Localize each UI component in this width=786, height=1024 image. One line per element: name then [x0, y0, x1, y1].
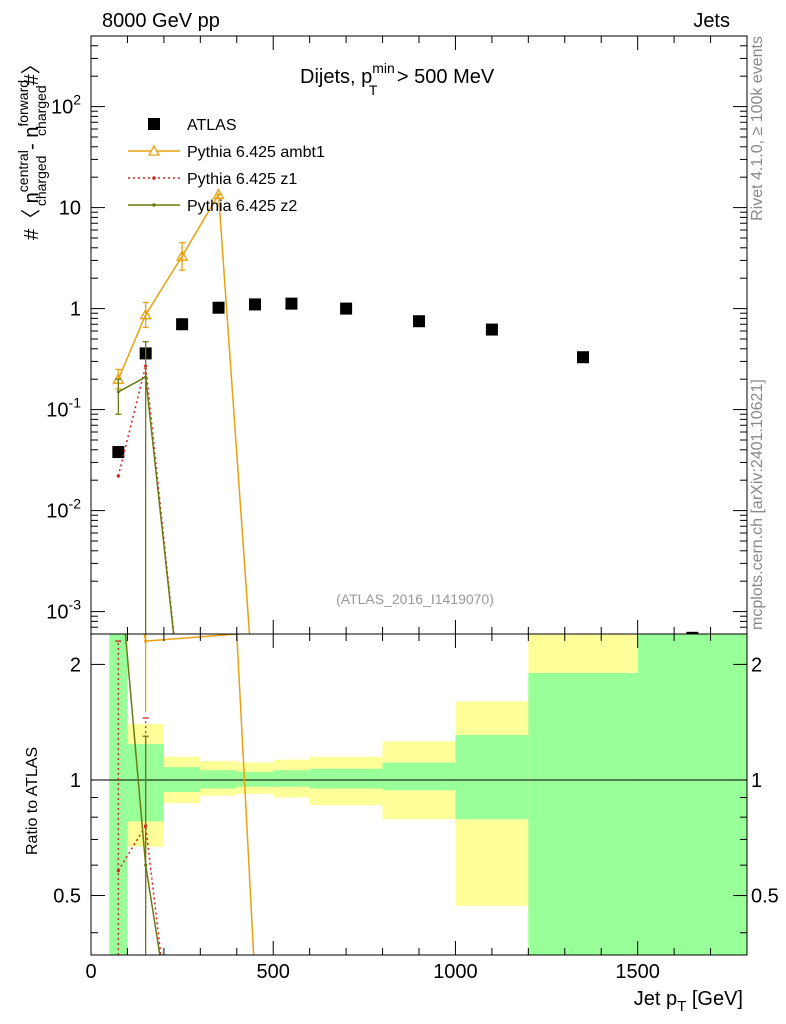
legend-marker-atlas: [148, 118, 160, 130]
uncertainty-band-inner: [273, 770, 310, 787]
x-tick-label: 0: [85, 961, 96, 983]
atlas-data-point: [413, 315, 425, 328]
mc-point: [116, 474, 120, 478]
uncertainty-band-inner: [528, 672, 638, 955]
main-ylabel: #〈 ncentral charged - nforward charged#〉: [15, 54, 49, 240]
x-tick-label: 1500: [615, 961, 660, 983]
atlas-data-point: [112, 446, 125, 459]
legend-label: Pythia 6.425 z2: [187, 198, 297, 215]
axes: 10-3 10-2 10-1 1 10 102 0 500 1000 1500 0.5 0.5 1 1 2 2: [46, 35, 779, 983]
ratio-point: [116, 869, 120, 873]
legend-label: ATLAS: [187, 117, 237, 134]
ratio-point: [162, 979, 165, 982]
ratio-ytick-label-right: 0.5: [751, 886, 779, 908]
uncertainty-band-inner: [309, 768, 383, 789]
legend: ATLAS Pythia 6.425 ambt1 Pythia 6.425 z1 Py…: [128, 117, 325, 215]
ratio-point: [117, 551, 120, 554]
mc-point: [116, 390, 120, 394]
main-ytick-label: 1: [70, 299, 81, 321]
ratio-point: [117, 503, 120, 506]
x-tick-label: 500: [257, 961, 290, 983]
atlas-data-point: [249, 298, 261, 311]
uncertainty-band-inner: [236, 771, 274, 787]
mc-point: [144, 375, 148, 379]
legend-marker-dot: [152, 176, 156, 180]
main-ytick-label: 10: [59, 198, 81, 220]
atlas-data-point: [340, 302, 353, 315]
uncertainty-band-inner: [455, 734, 529, 820]
legend-label: Pythia 6.425 z1: [187, 171, 297, 188]
main-ytick-label: 10-3: [46, 597, 81, 624]
legend-marker-triangle: [147, 144, 161, 156]
uncertainty-band-inner: [200, 770, 237, 789]
uncertainty-band-inner: [637, 634, 747, 955]
uncertainty-band-inner: [382, 762, 456, 791]
ratio-ylabel: Ratio to ATLAS: [24, 747, 41, 855]
main-panel: [112, 188, 699, 717]
atlas-data-point: [577, 351, 589, 364]
mc-triangle-marker: [139, 308, 152, 320]
main-ytick-label: 102: [51, 92, 81, 119]
legend-label: Pythia 6.425 ambt1: [187, 144, 325, 161]
mc-triangle-marker: [250, 708, 260, 717]
ratio-ytick-label: 2: [70, 654, 81, 676]
ratio-panel: [91, 503, 747, 982]
x-tick-label: 1000: [433, 961, 478, 983]
ratio-ytick-label-right: 1: [751, 770, 762, 792]
atlas-data-point: [686, 631, 699, 634]
main-ytick-label: 10-1: [46, 395, 81, 422]
atlas-data-point: [285, 297, 298, 310]
main-ytick-label: 10-2: [46, 496, 81, 523]
atlas-data-point: [176, 318, 189, 331]
mc-triangle-marker: [212, 188, 225, 200]
ratio-point: [144, 639, 148, 643]
main-title: Dijets, pmin T > 500 MeV: [300, 60, 495, 98]
mcplots-label: mcplots.cern.ch [arXiv:2401.10621]: [749, 379, 766, 630]
mc-triangle-marker: [176, 249, 189, 261]
analysis-watermark: (ATLAS_2016_I1419070): [336, 591, 494, 607]
ratio-ytick-label: 1: [70, 770, 81, 792]
header-left: 8000 GeV pp: [102, 10, 220, 32]
ratio-series-line: [143, 634, 255, 955]
x-axis-label: Jet pT [GeV]: [634, 988, 743, 1015]
legend-marker-dot: [152, 203, 156, 207]
mc-point: [181, 711, 184, 714]
atlas-data-point: [485, 323, 498, 336]
ratio-series-line: [117, 823, 162, 955]
ratio-point: [144, 863, 148, 867]
header-right: Jets: [693, 10, 730, 32]
ratio-point: [162, 979, 165, 982]
atlas-data-point: [212, 301, 225, 314]
ratio-ytick-label-right: 2: [751, 654, 762, 676]
mc-point: [181, 711, 184, 714]
ratio-ytick-label: 0.5: [53, 886, 81, 908]
rivet-label: Rivet 4.1.0, ≥ 100k events: [749, 36, 766, 221]
